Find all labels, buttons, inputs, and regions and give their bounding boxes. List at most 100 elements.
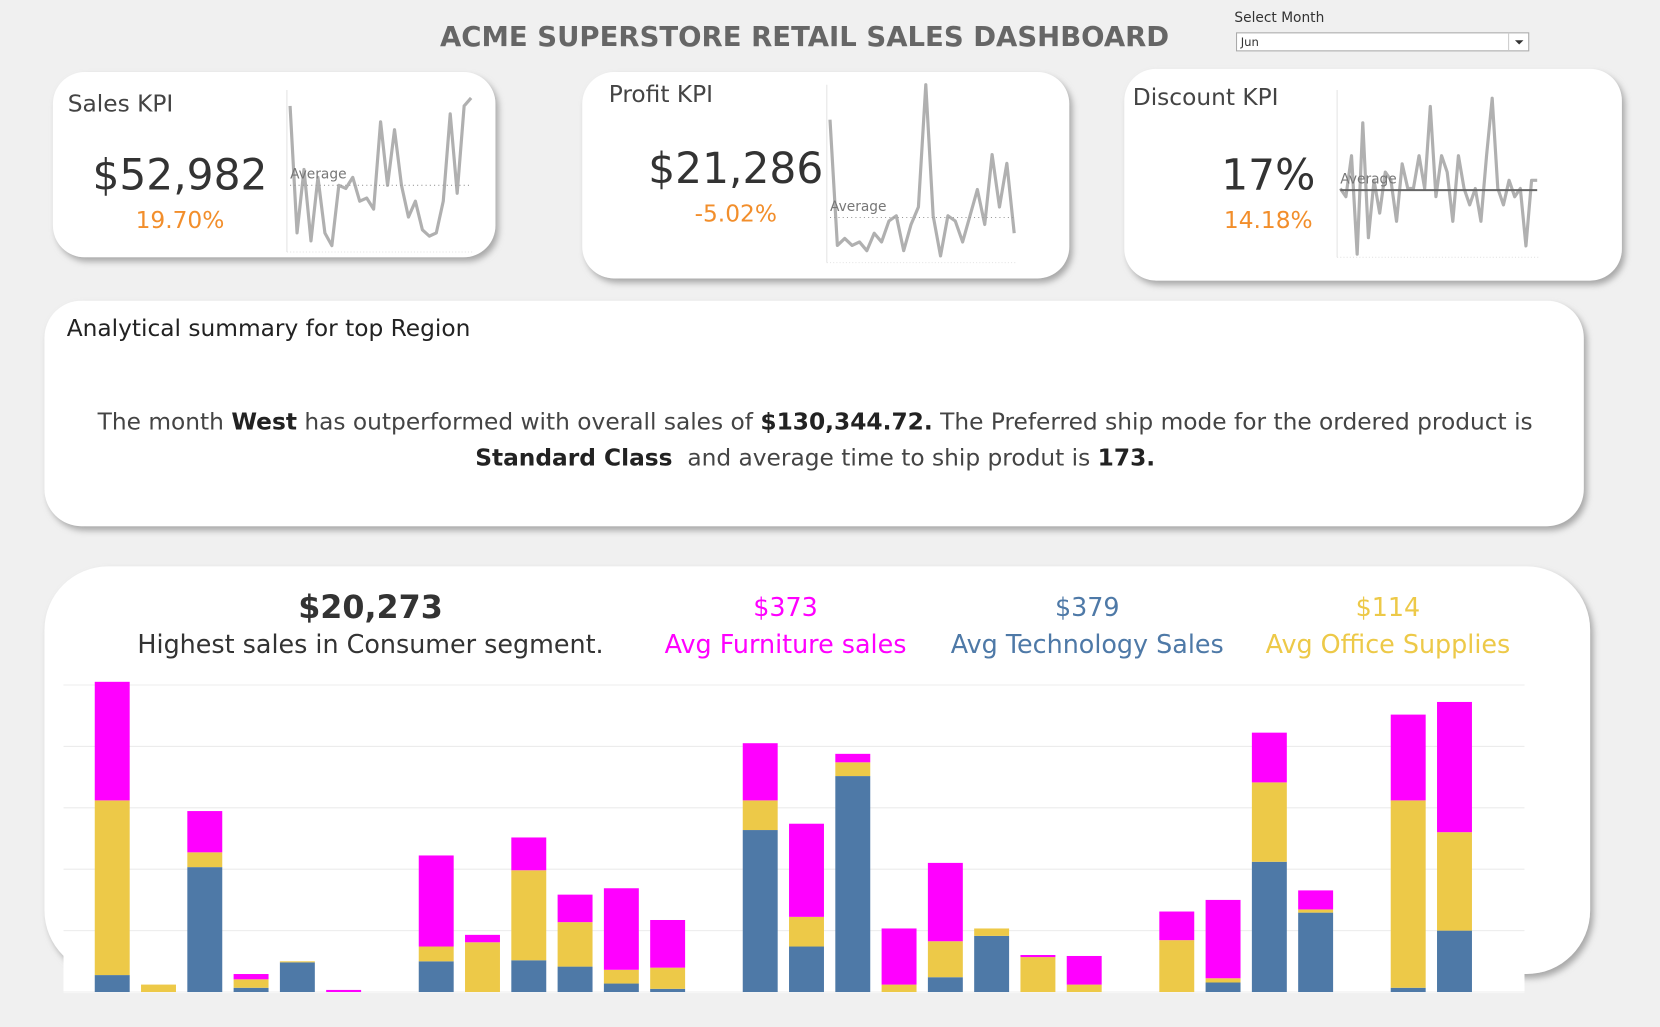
bar-segment [1159,911,1195,941]
summary-text: $130,344.72. [760,408,932,435]
bar-segment [511,837,547,871]
bar-segment [1251,782,1287,862]
bar-segment [233,979,269,988]
bar-segment [326,989,362,993]
bar-segment [94,681,130,801]
bar-segment [1205,978,1241,983]
bar-segment [650,988,686,993]
dropdown-box[interactable] [1236,32,1530,52]
bar-segment [927,862,963,942]
summary-text: and average time to ship produt is [673,444,1098,471]
highlight-label: Avg Furniture sales [665,629,907,659]
dropdown-arrow[interactable] [1514,40,1524,45]
bar-segment [881,984,917,993]
highlight-value: $114 [1356,592,1421,622]
average-label: Average [290,167,346,183]
bar-segment [1251,861,1287,993]
bar-segment [650,967,686,989]
highlight-label: Avg Technology Sales [951,629,1224,659]
bar-segment [1437,832,1472,931]
summary-text: West [231,408,297,435]
bar-segment [511,870,547,961]
bar-segment [650,919,686,968]
kpi-title: Profit KPI [609,81,713,108]
bar-segment [418,946,454,962]
bar-segment [835,762,871,777]
kpi-change: 14.18% [1224,207,1313,234]
bar-segment [789,946,824,993]
bar-segment [603,969,639,984]
bar-segment [927,941,963,978]
kpi-card [582,72,1070,279]
summary-title: Analytical summary for top Region [67,315,471,342]
bar-segment [1298,890,1334,910]
bar-segment [557,922,593,967]
bar-segment [927,977,963,993]
kpi-change: 19.70% [136,207,225,234]
bar-segment [233,987,269,993]
bar-segment [603,888,639,970]
bar-segment [1437,701,1472,833]
highlight-value: $373 [753,592,818,622]
bar-segment [1437,930,1472,993]
bar-segment [279,961,315,963]
kpi-card [52,72,496,258]
dropdown-value[interactable]: Jun [1240,35,1259,49]
highlight-value: $379 [1055,592,1120,622]
bar-segment [187,852,223,868]
sparkline [288,96,473,248]
bar-segment [279,962,315,993]
summary-text: 173. [1098,444,1155,471]
average-label: Average [1340,172,1396,188]
kpi-card [1124,68,1622,281]
highlight-label: Avg Office Supplies [1266,629,1511,659]
bar-segment [1251,732,1287,783]
bar-segment [974,935,1010,993]
dashboard-title: ACME SUPERSTORE RETAIL SALES DASHBOARD [440,21,1169,53]
bar-segment [511,960,547,993]
bar-segment [94,800,130,976]
summary-text: The month [97,408,232,435]
bar-segment [187,867,223,993]
bar-segment [557,894,593,923]
bar-segment [94,975,130,993]
bar-segment [1390,987,1426,993]
kpi-value: $21,286 [648,144,823,193]
bar-segment [1205,899,1241,979]
summary-text: has outperformed with overall sales of [297,408,760,435]
bar-segment [742,830,778,993]
bar-segment [1390,800,1426,988]
bar-segment [789,823,824,917]
kpi-value: $52,982 [92,150,267,199]
bar-segment [881,928,917,985]
bar-segment [742,800,778,831]
kpi-value: 17% [1221,150,1315,199]
bar-segment [187,811,223,853]
summary-line: The month West has outperformed with ove… [61,408,1555,435]
bar-segment [1066,984,1102,993]
bar-segment [1066,955,1102,985]
bar-segment [835,776,871,993]
summary-text: Standard Class [475,444,672,471]
bar-segment [1390,714,1426,801]
kpi-change: -5.02% [695,200,777,227]
average-label: Average [830,199,886,215]
bar-segment [418,855,454,947]
bar-segment [1298,912,1334,993]
bar-segment [465,934,500,943]
kpi-title: Discount KPI [1133,84,1279,111]
sparkline [828,83,1016,258]
summary-text: The Preferred ship mode for the ordered … [933,408,1533,435]
bar-segment [603,983,639,993]
bar-segment [418,961,454,993]
bar-segment [742,743,778,801]
bar-segment [233,974,269,980]
summary-line: Standard Class and average time to ship … [438,444,1177,471]
summary-card [44,300,1584,527]
highlight-label: Highest sales in Consumer segment. [137,629,603,659]
month-dropdown[interactable]: Jun [1236,32,1530,52]
bar-segment [1020,954,1056,958]
highlight-value: $20,273 [298,590,443,626]
bar-segment [835,753,871,763]
